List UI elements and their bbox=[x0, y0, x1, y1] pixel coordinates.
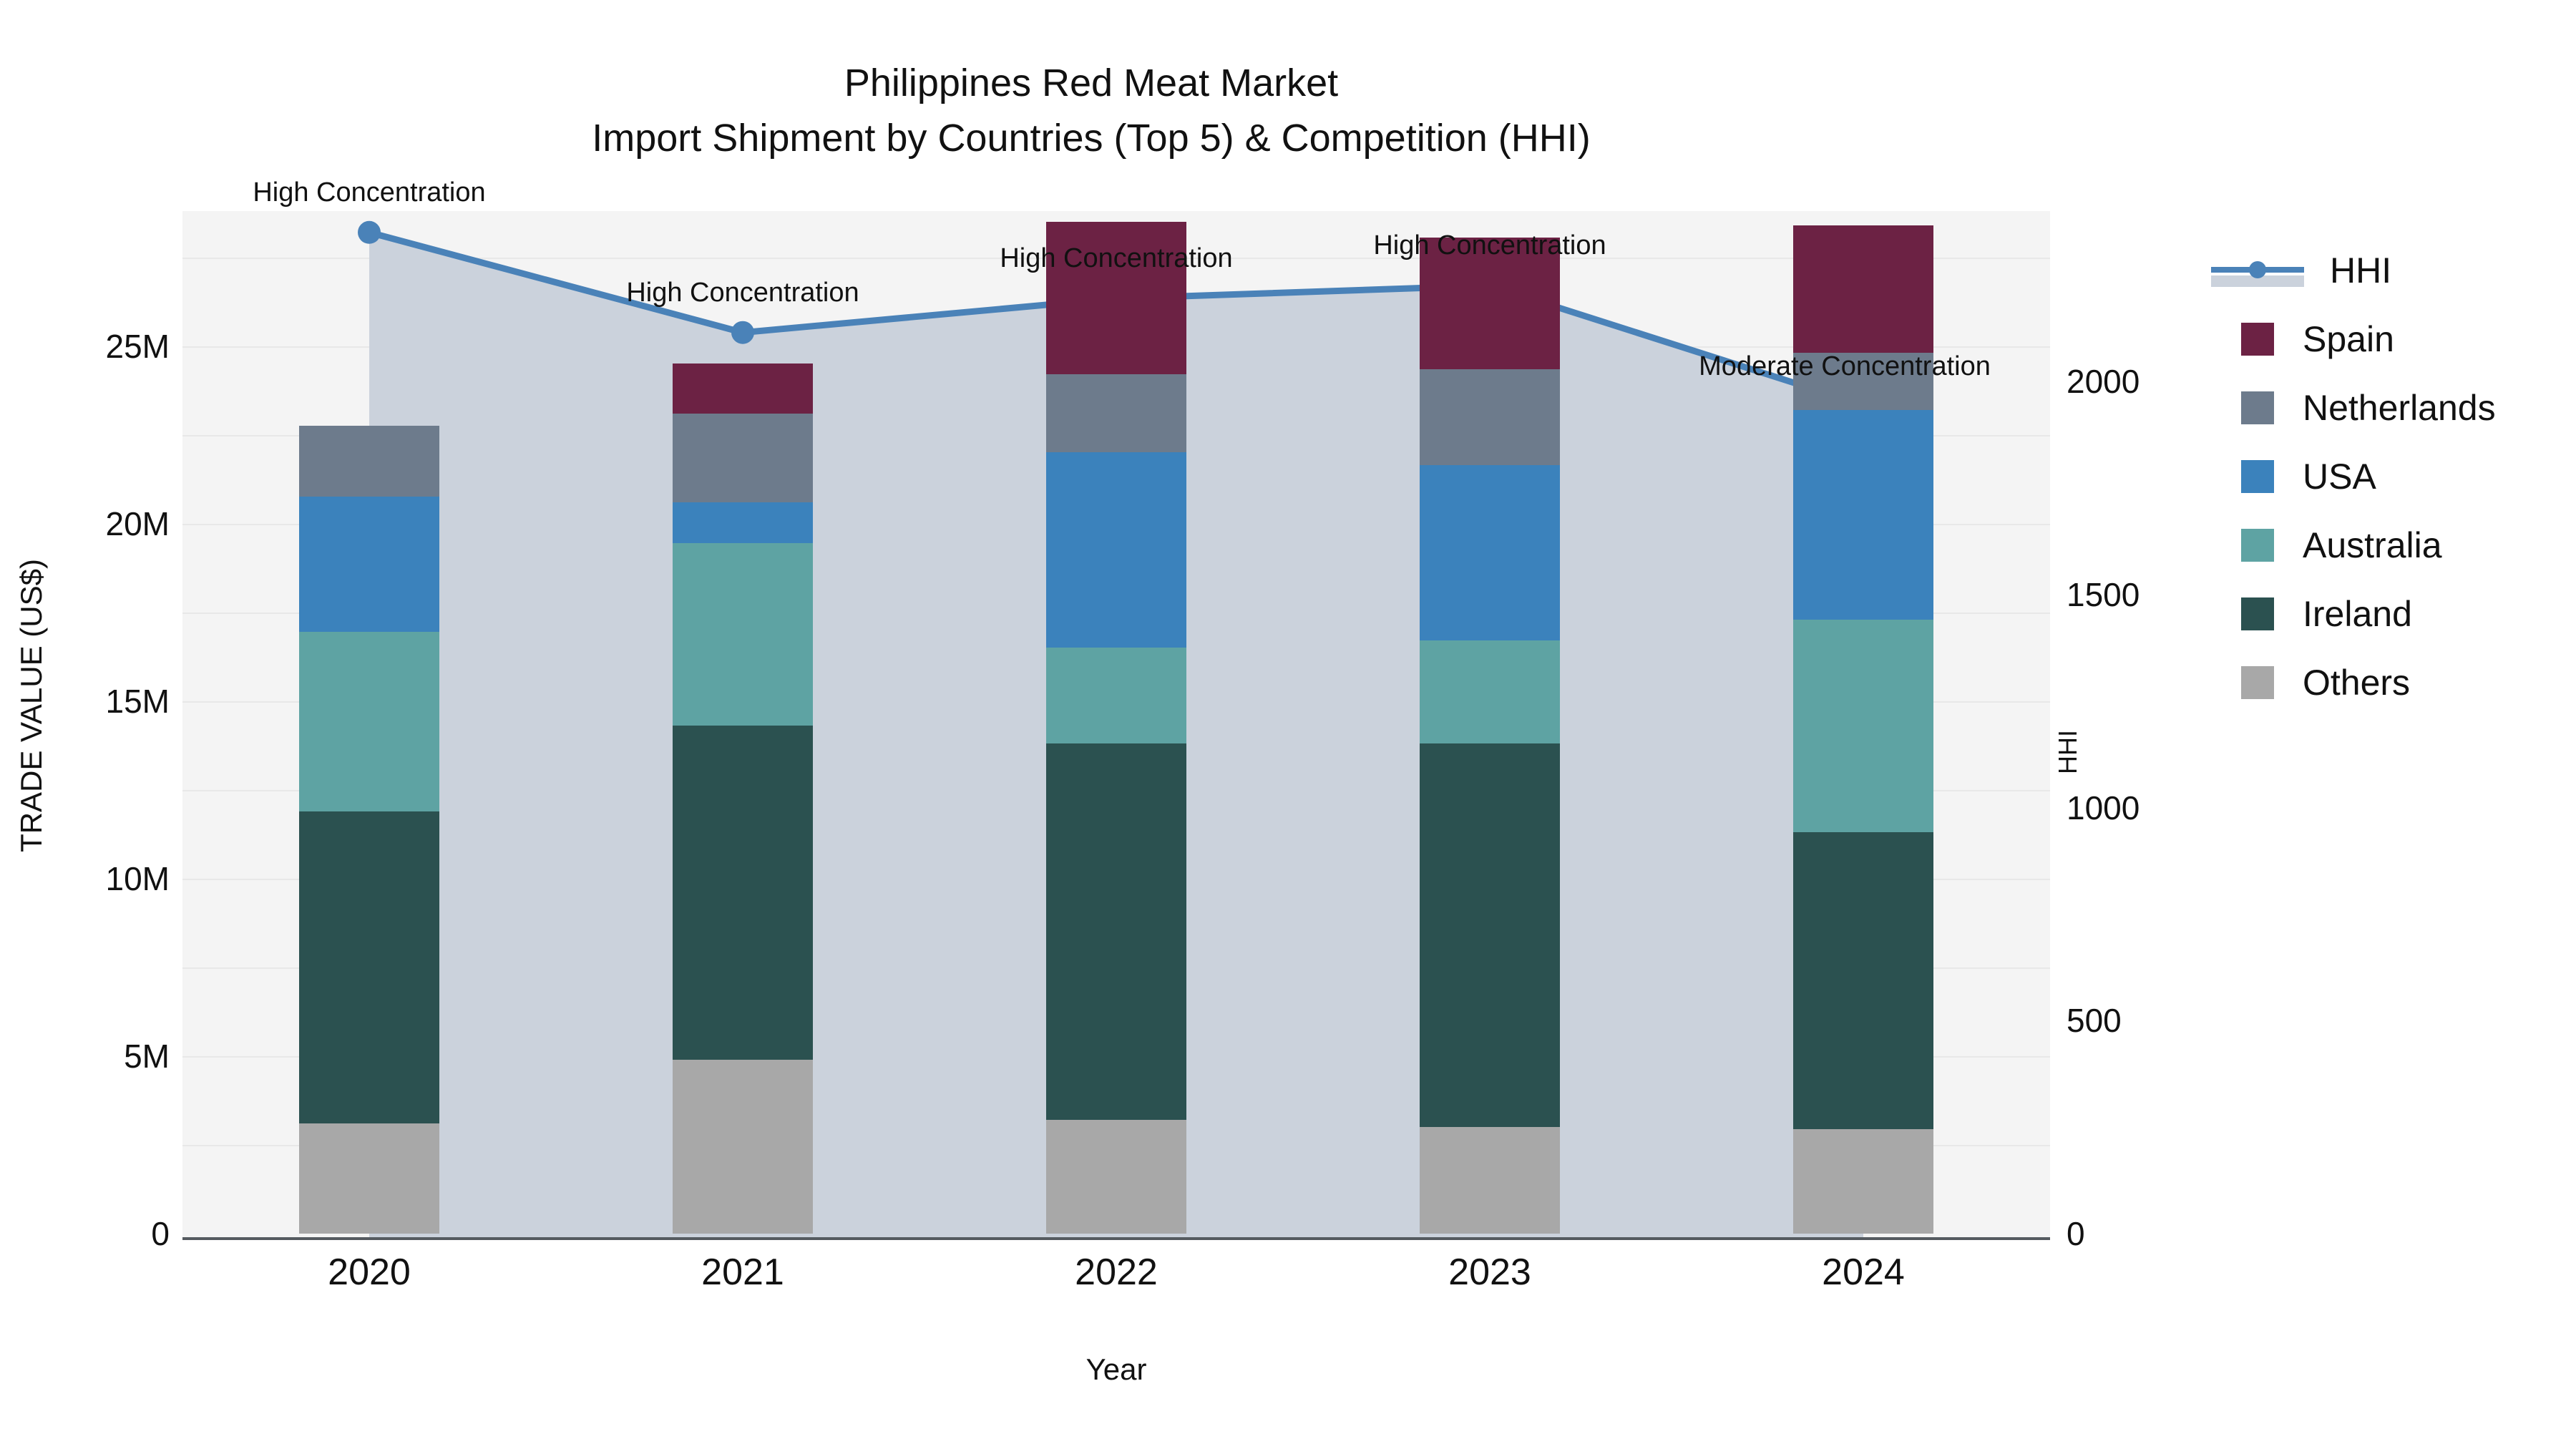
bar-segment-spain[interactable] bbox=[1793, 225, 1933, 353]
legend-swatch-icon bbox=[2241, 529, 2274, 562]
bar-segment-ireland[interactable] bbox=[1420, 743, 1560, 1128]
bar-segment-australia[interactable] bbox=[673, 542, 813, 726]
y-axis-left-tick-label: 5M bbox=[124, 1037, 170, 1075]
legend: HHI Spain Netherlands USA Australia Ireland Ot… bbox=[2211, 236, 2569, 717]
bar-segment-australia[interactable] bbox=[1420, 640, 1560, 744]
bar-segment-australia[interactable] bbox=[1793, 619, 1933, 833]
legend-line-marker-icon bbox=[2211, 254, 2304, 287]
x-axis-title: Year bbox=[1085, 1352, 1147, 1386]
x-axis-tick-label: 2024 bbox=[1822, 1252, 1905, 1293]
x-axis-tick-label: 2023 bbox=[1448, 1252, 1531, 1293]
bar-segment-usa[interactable] bbox=[1793, 409, 1933, 620]
y-axis-left-tick-label: 15M bbox=[105, 682, 170, 720]
bar-segment-ireland[interactable] bbox=[1046, 743, 1186, 1121]
bar-stack[interactable] bbox=[673, 0, 813, 1449]
bar-segment-usa[interactable] bbox=[1420, 464, 1560, 641]
bar-segment-others[interactable] bbox=[1420, 1127, 1560, 1234]
bar-stack[interactable] bbox=[1793, 0, 1933, 1449]
bar-segment-netherlands[interactable] bbox=[1793, 353, 1933, 410]
y-axis-left-tick-label: 10M bbox=[105, 859, 170, 897]
hhi-annotation-label: High Concentration bbox=[1373, 230, 1606, 261]
x-axis-tick-label: 2022 bbox=[1075, 1252, 1158, 1293]
legend-item-label: Spain bbox=[2303, 319, 2394, 359]
hhi-annotation-label: High Concentration bbox=[1000, 243, 1233, 274]
bar-segment-netherlands[interactable] bbox=[299, 426, 439, 497]
bar-segment-australia[interactable] bbox=[1046, 648, 1186, 744]
y-axis-left-title: TRADE VALUE (US$) bbox=[14, 559, 48, 852]
y-axis-left-ticks: 0 5M 10M 15M 20M 25M bbox=[0, 0, 172, 1449]
bar-segment-others[interactable] bbox=[1793, 1128, 1933, 1234]
bar-segment-usa[interactable] bbox=[673, 502, 813, 543]
bar-segment-others[interactable] bbox=[299, 1123, 439, 1234]
bar-stack[interactable] bbox=[1420, 0, 1560, 1449]
legend-item-australia[interactable]: Australia bbox=[2211, 511, 2569, 580]
bar-segment-netherlands[interactable] bbox=[1420, 369, 1560, 465]
bar-segment-ireland[interactable] bbox=[673, 726, 813, 1060]
hhi-data-point[interactable] bbox=[358, 220, 381, 244]
y-axis-right-tick-label: 2000 bbox=[2067, 363, 2140, 401]
bar-segment-usa[interactable] bbox=[1046, 452, 1186, 648]
hhi-annotation-label: High Concentration bbox=[253, 177, 486, 208]
legend-swatch-icon bbox=[2241, 597, 2274, 630]
bar-segment-usa[interactable] bbox=[299, 497, 439, 632]
legend-item-label: Netherlands bbox=[2303, 388, 2496, 428]
bar-stack[interactable] bbox=[1046, 0, 1186, 1449]
chart-title-line-1: Philippines Red Meat Market bbox=[844, 62, 1339, 104]
y-axis-right-tick-label: 0 bbox=[2067, 1215, 2085, 1252]
legend-item-label: USA bbox=[2303, 457, 2376, 497]
legend-item-spain[interactable]: Spain bbox=[2211, 305, 2569, 374]
y-axis-right-ticks: 0 500 1000 1500 2000 bbox=[2067, 0, 2281, 1449]
bar-segment-spain[interactable] bbox=[1420, 238, 1560, 369]
x-axis-tick-label: 2020 bbox=[328, 1252, 411, 1293]
hhi-annotation-label: Moderate Concentration bbox=[1699, 351, 1991, 381]
y-axis-left-tick-label: 25M bbox=[105, 327, 170, 365]
y-axis-right-title: HHI bbox=[2053, 730, 2082, 774]
y-axis-right-tick-label: 1500 bbox=[2067, 575, 2140, 613]
legend-swatch-icon bbox=[2241, 460, 2274, 493]
y-axis-left-tick-label: 0 bbox=[151, 1215, 170, 1252]
bar-stack[interactable] bbox=[299, 0, 439, 1449]
legend-item-hhi[interactable]: HHI bbox=[2211, 236, 2569, 305]
bar-segment-ireland[interactable] bbox=[299, 811, 439, 1124]
bar-segment-others[interactable] bbox=[673, 1059, 813, 1234]
legend-item-label: HHI bbox=[2330, 250, 2392, 291]
legend-item-usa[interactable]: USA bbox=[2211, 442, 2569, 511]
chart-title: Philippines Red Meat Market Import Shipm… bbox=[0, 56, 2182, 165]
hhi-annotation-label: High Concentration bbox=[626, 277, 859, 308]
hhi-data-point[interactable] bbox=[731, 321, 754, 344]
chart-title-line-2: Import Shipment by Countries (Top 5) & C… bbox=[592, 116, 1591, 160]
bar-segment-australia[interactable] bbox=[299, 631, 439, 811]
y-axis-left-tick-label: 20M bbox=[105, 504, 170, 542]
bar-segment-spain[interactable] bbox=[1046, 221, 1186, 375]
legend-swatch-icon bbox=[2241, 666, 2274, 699]
legend-item-netherlands[interactable]: Netherlands bbox=[2211, 374, 2569, 442]
bar-segment-ireland[interactable] bbox=[1793, 832, 1933, 1129]
y-axis-right-tick-label: 500 bbox=[2067, 1002, 2122, 1040]
bar-segment-netherlands[interactable] bbox=[1046, 374, 1186, 453]
y-axis-right-tick-label: 1000 bbox=[2067, 789, 2140, 826]
legend-item-label: Others bbox=[2303, 663, 2411, 703]
bar-segment-others[interactable] bbox=[1046, 1120, 1186, 1234]
bar-segment-netherlands[interactable] bbox=[673, 413, 813, 502]
legend-swatch-icon bbox=[2241, 323, 2274, 356]
legend-item-others[interactable]: Others bbox=[2211, 648, 2569, 717]
legend-swatch-icon bbox=[2241, 391, 2274, 424]
x-axis-line bbox=[182, 1237, 2050, 1240]
legend-item-label: Ireland bbox=[2303, 594, 2412, 634]
legend-item-label: Australia bbox=[2303, 525, 2442, 565]
x-axis-tick-label: 2021 bbox=[701, 1252, 784, 1293]
legend-item-ireland[interactable]: Ireland bbox=[2211, 580, 2569, 648]
bar-segment-spain[interactable] bbox=[673, 364, 813, 414]
